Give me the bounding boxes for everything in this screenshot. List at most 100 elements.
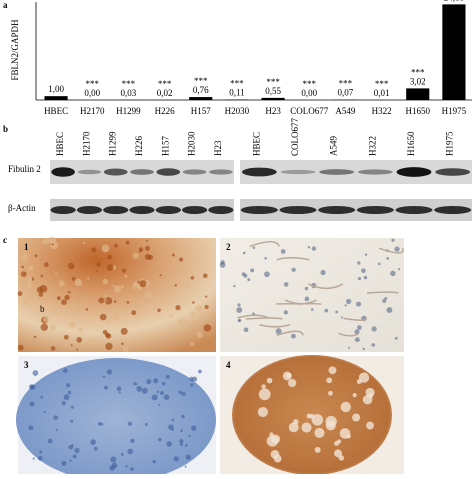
cell xyxy=(357,325,362,330)
cell xyxy=(61,461,66,466)
band xyxy=(281,170,316,174)
band xyxy=(319,169,354,175)
cell xyxy=(156,391,159,394)
cell xyxy=(29,266,34,271)
cell xyxy=(34,254,37,257)
cell xyxy=(182,392,186,396)
value-label: 0,11 xyxy=(229,88,244,98)
cell xyxy=(179,258,183,262)
cell xyxy=(137,281,140,284)
lane-label: H322 xyxy=(367,136,377,156)
cell xyxy=(136,386,142,392)
cell xyxy=(105,294,107,296)
cell xyxy=(66,383,70,387)
significance-label: *** xyxy=(122,79,136,89)
cell xyxy=(98,298,104,304)
cell xyxy=(179,439,184,444)
bar xyxy=(189,97,212,100)
image-inset-label: b xyxy=(40,304,45,314)
bar xyxy=(442,4,465,100)
cell xyxy=(361,268,366,273)
image-label: 1 xyxy=(24,242,29,252)
y-axis-label: FBLN2/GAPDH xyxy=(10,19,20,81)
cell xyxy=(41,275,44,278)
value-label: 0,03 xyxy=(121,88,137,98)
band xyxy=(241,206,278,214)
significance-label: *** xyxy=(411,67,425,77)
cell xyxy=(160,274,162,276)
cell xyxy=(238,319,241,322)
band xyxy=(395,206,432,214)
cell xyxy=(103,376,105,378)
cell xyxy=(30,402,35,407)
cell xyxy=(162,382,166,386)
bar xyxy=(262,98,285,100)
gland xyxy=(314,428,324,438)
cell xyxy=(186,283,190,287)
cell xyxy=(363,348,365,350)
cell xyxy=(247,278,250,281)
cell xyxy=(125,465,127,467)
cell xyxy=(94,447,98,451)
cell xyxy=(166,375,170,379)
cell xyxy=(335,311,338,314)
band xyxy=(183,169,207,174)
band xyxy=(435,168,470,176)
cell xyxy=(96,262,100,266)
cell xyxy=(55,272,57,274)
gland xyxy=(289,422,299,432)
cell xyxy=(53,415,58,420)
cell xyxy=(33,458,35,460)
value-label: 0,07 xyxy=(338,88,354,98)
cell xyxy=(91,247,96,252)
cell xyxy=(146,334,149,337)
cell xyxy=(390,271,396,277)
cell xyxy=(378,263,381,266)
cell xyxy=(112,285,114,287)
x-tick-label: COLO677 xyxy=(290,106,328,116)
lane-label: H2170 xyxy=(81,131,91,156)
cell xyxy=(197,331,203,337)
cell xyxy=(220,262,226,268)
panel-label: a xyxy=(3,0,8,10)
cell xyxy=(348,347,350,349)
cell xyxy=(157,309,161,313)
cell xyxy=(114,300,117,303)
cell xyxy=(320,270,325,275)
cell xyxy=(236,307,242,313)
lane-label: H1975 xyxy=(445,131,455,156)
cell xyxy=(90,439,96,445)
cell xyxy=(237,303,240,306)
cell xyxy=(64,335,69,340)
cell xyxy=(357,261,360,264)
cell xyxy=(185,466,187,468)
value-label: 0,55 xyxy=(265,86,281,96)
cell xyxy=(63,368,68,373)
cell xyxy=(106,319,110,323)
lane-label: H2030 xyxy=(187,131,197,156)
cell xyxy=(324,309,328,313)
cell xyxy=(126,241,130,245)
lane-label: H1299 xyxy=(108,131,118,156)
cell xyxy=(43,238,49,244)
band xyxy=(318,206,355,214)
value-label: 3,02 xyxy=(410,76,426,86)
cell xyxy=(145,254,151,260)
significance-label: *** xyxy=(86,79,100,89)
x-tick-label: H1975 xyxy=(442,106,467,116)
cell xyxy=(96,270,98,272)
cell xyxy=(64,394,70,400)
band xyxy=(103,206,128,214)
cell xyxy=(174,456,179,461)
cell xyxy=(371,343,375,347)
cell xyxy=(117,386,122,391)
cell xyxy=(133,382,136,385)
image-label: 3 xyxy=(24,360,29,370)
gland xyxy=(261,384,265,388)
band xyxy=(78,170,102,175)
cell xyxy=(191,276,194,279)
band xyxy=(130,169,154,175)
cell xyxy=(104,386,108,390)
band xyxy=(77,206,102,214)
gland xyxy=(312,414,323,425)
